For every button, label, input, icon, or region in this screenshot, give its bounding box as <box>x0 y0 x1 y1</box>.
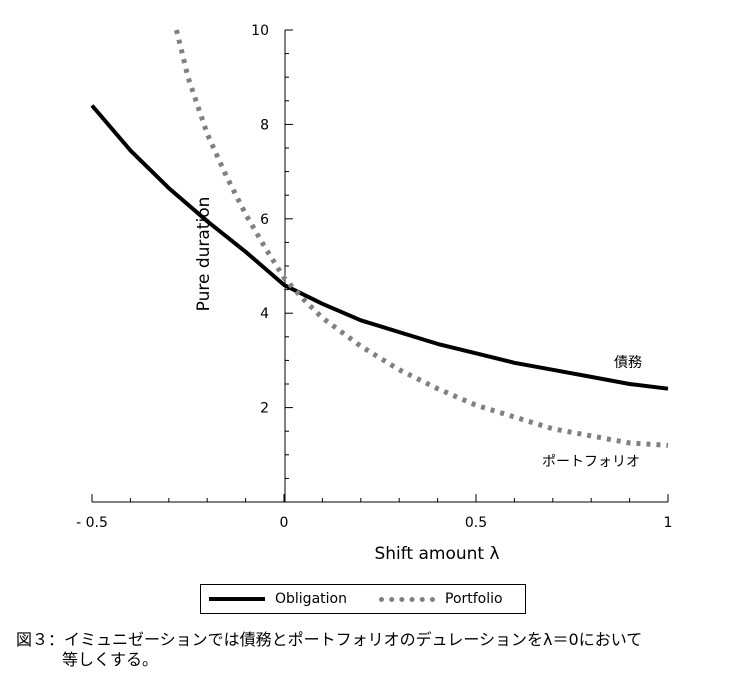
x-tick-label: 0.5 <box>465 515 487 531</box>
legend-item-portfolio: Portfolio <box>379 585 503 613</box>
y-axis-title: Pure duration <box>194 197 214 312</box>
legend-swatch-portfolio <box>379 596 435 602</box>
series-layer <box>90 29 669 448</box>
y-tick-label: 6 <box>260 212 269 228</box>
legend-label-obligation: Obligation <box>275 591 347 607</box>
legend-item-obligation: Obligation <box>209 585 347 613</box>
figure-caption: 図３：イミュニゼーションでは債務とポートフォリオのデュレーションをλ＝0において… <box>16 630 746 670</box>
series-annotation-obligation: 債務 <box>614 355 642 371</box>
x-tick-label: 1 <box>664 515 673 531</box>
y-tick-label: 8 <box>260 117 269 133</box>
x-axis-title: Shift amount λ <box>374 544 499 564</box>
legend: Obligation Portfolio <box>200 584 526 614</box>
series-line-portfolio <box>174 29 669 448</box>
caption-line-1: 図３：イミュニゼーションでは債務とポートフォリオのデュレーションをλ＝0において <box>16 630 643 649</box>
y-tick-label: 4 <box>260 306 269 322</box>
axes <box>91 29 669 503</box>
x-tick-label: - 0.5 <box>76 515 108 531</box>
caption-line-2: 等しくする。 <box>62 650 159 669</box>
labels: - 0.5 0 0.5 1 2 4 6 8 10 Shift amount λ Pure durat… <box>76 23 672 564</box>
y-tick-label: 10 <box>251 23 269 39</box>
x-tick-label: 0 <box>280 515 289 531</box>
series-line-obligation <box>90 104 669 391</box>
series-annotation-portfolio: ポートフォリオ <box>542 454 640 470</box>
line-chart: - 0.5 0 0.5 1 2 4 6 8 10 Shift amount λ Pure durat… <box>76 23 672 564</box>
legend-swatch-obligation <box>209 597 265 601</box>
y-tick-label: 2 <box>260 401 269 417</box>
legend-label-portfolio: Portfolio <box>445 591 503 607</box>
